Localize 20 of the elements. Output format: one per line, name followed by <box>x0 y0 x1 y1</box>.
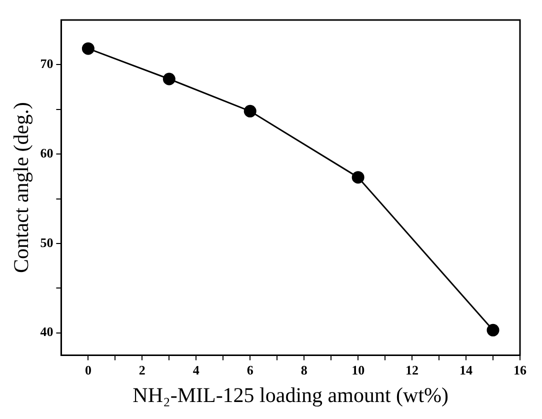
point <box>486 324 500 336</box>
y-tick-label: 40 <box>40 324 54 340</box>
x-tick-label: 6 <box>246 362 254 378</box>
x-tick-label: 10 <box>352 362 365 378</box>
y-tick-label: 60 <box>40 145 54 160</box>
x-tick-label: 8 <box>300 362 308 378</box>
x-tick-label: 2 <box>138 362 146 378</box>
point <box>82 42 94 55</box>
x-tick-label: 12 <box>406 362 419 378</box>
point <box>244 104 256 118</box>
x-tick-label: 14 <box>460 362 474 378</box>
y-axis-title: Contact angle (deg.) <box>9 102 34 274</box>
x-axis-title: NH₂-MIL-125 loading amount (wt%) <box>132 382 449 407</box>
y-tick-label: 50 <box>40 234 54 250</box>
point <box>352 171 364 184</box>
x-tick-label: 16 <box>514 362 527 378</box>
y-tick-label: 70 <box>40 56 54 72</box>
point <box>162 72 176 86</box>
x-tick-label: 0 <box>84 362 92 378</box>
x-tick-label: 4 <box>192 362 200 378</box>
